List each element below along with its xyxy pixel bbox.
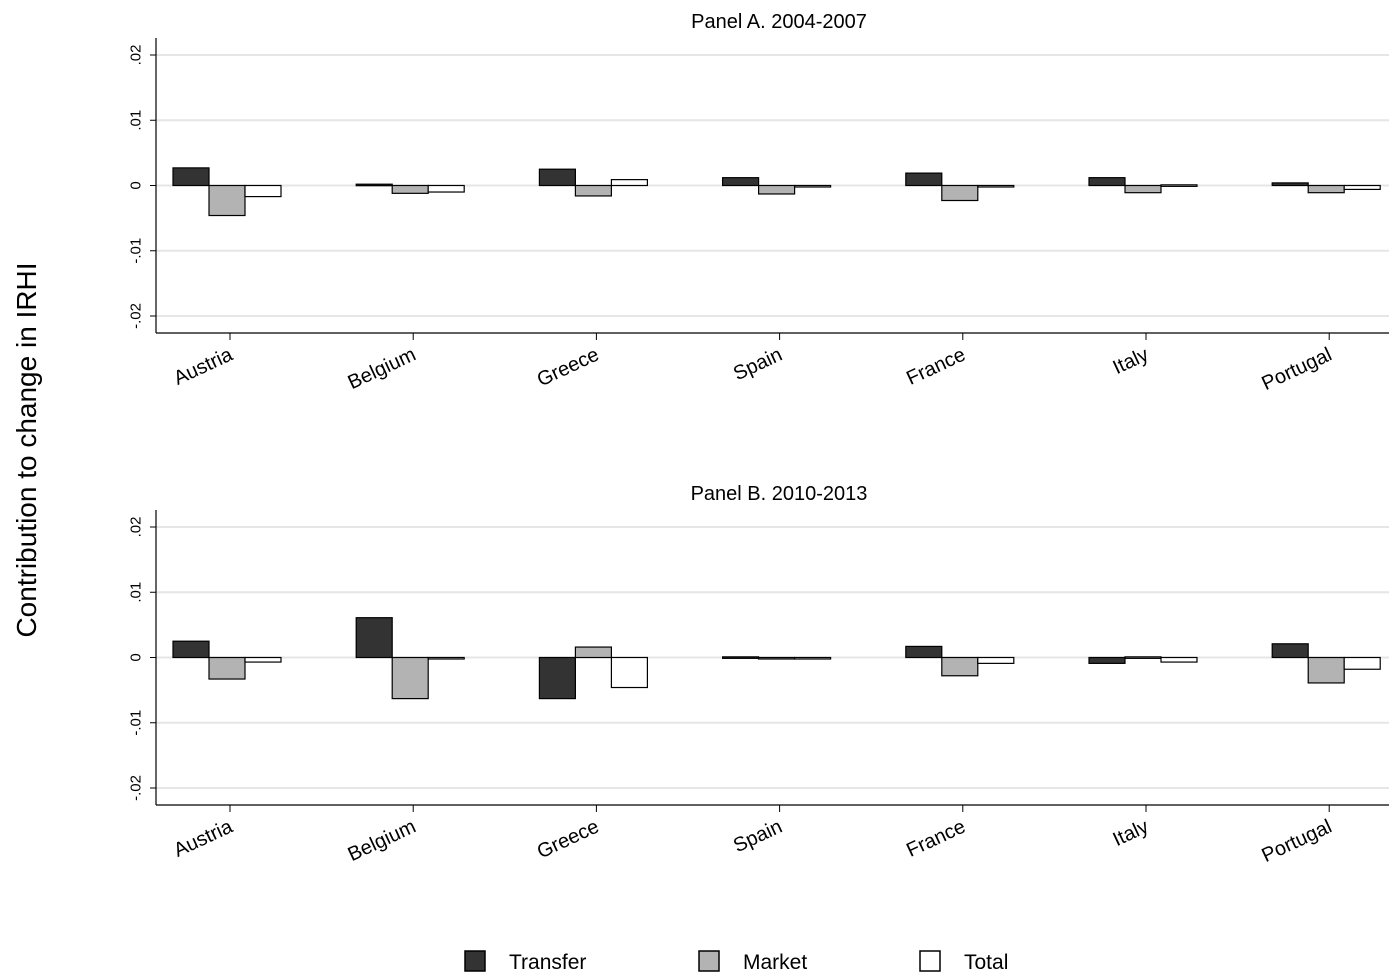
y-tick-label: -.01 [128, 710, 145, 736]
bar-market-austria [208, 656, 246, 680]
panel-a: Panel A. 2004-2007 -.02 -.01 0 .01 .02 Austria… [128, 11, 1389, 395]
bar-market-belgium [391, 656, 429, 700]
x-tick-label-austria: Austria [170, 815, 237, 862]
bar-total-italy [1160, 656, 1198, 663]
y-tick-label: -.01 [128, 238, 145, 264]
legend: Transfer Market Total [464, 950, 1008, 974]
bar-market-france [941, 656, 979, 677]
x-tick-label-italy: Italy [1110, 816, 1153, 851]
x-tick-label-spain: Spain [730, 816, 786, 858]
bar-market-greece [574, 184, 613, 197]
y-tick-label: 0 [128, 653, 145, 661]
bar-transfer-france [905, 645, 943, 659]
legend-swatch [464, 950, 486, 972]
x-tick-label-italy: Italy [1110, 344, 1153, 379]
bar-market-spain [757, 656, 796, 660]
panel-b: Panel B. 2010-2013 -.02 -.01 0 .01 .02 Austria… [128, 483, 1389, 867]
bar-transfer-spain [721, 656, 760, 659]
bar-transfer-portugal [1271, 182, 1309, 187]
bar-transfer-austria [172, 640, 210, 659]
bar-total-austria [244, 656, 282, 663]
bar-market-italy [1124, 656, 1162, 659]
y-tick-label: .01 [128, 110, 145, 131]
legend-item-total: Total [919, 950, 1008, 974]
bar-market-spain [757, 184, 796, 195]
bar-transfer-italy [1088, 177, 1126, 187]
legend-label: Transfer [509, 951, 586, 974]
bar-market-portugal [1307, 184, 1345, 194]
bar-total-france [977, 184, 1015, 188]
bar-market-austria [208, 184, 246, 217]
legend-label: Total [964, 951, 1008, 974]
bar-transfer-portugal [1271, 643, 1309, 659]
bar-transfer-france [905, 172, 943, 187]
bar-market-greece [574, 646, 613, 659]
x-tick-label-france: France [903, 344, 969, 390]
x-tick-label-belgium: Belgium [345, 816, 420, 866]
bar-total-belgium [427, 656, 465, 660]
legend-label: Market [743, 951, 807, 974]
y-tick-label: .02 [128, 517, 145, 538]
bar-total-portugal [1343, 656, 1381, 670]
panels: Panel A. 2004-2007 -.02 -.01 0 .01 .02 Austria… [128, 11, 1389, 867]
x-tick-label-belgium: Belgium [345, 344, 420, 394]
legend-item-market: Market [698, 950, 807, 974]
y-tick-label: .01 [128, 582, 145, 603]
bar-transfer-spain [721, 177, 760, 187]
x-tick-label-greece: Greece [534, 816, 603, 864]
panel-title: Panel A. 2004-2007 [691, 11, 867, 33]
bar-total-greece [610, 656, 649, 689]
y-tick-label: -.02 [128, 775, 145, 801]
bar-total-belgium [427, 184, 465, 193]
bar-total-france [977, 656, 1015, 664]
bar-market-italy [1124, 184, 1162, 194]
x-tick-label-austria: Austria [170, 343, 237, 390]
bar-total-italy [1160, 184, 1198, 187]
x-tick-label-france: France [903, 816, 969, 862]
bar-transfer-italy [1088, 656, 1126, 664]
bar-transfer-belgium [355, 617, 393, 659]
bar-transfer-austria [172, 167, 210, 187]
bar-total-spain [793, 656, 832, 660]
bar-transfer-greece [538, 656, 577, 700]
y-axis-label: Contribution to change in IRHI [11, 262, 42, 637]
legend-item-transfer: Transfer [464, 950, 586, 974]
y-tick-label: .02 [128, 45, 145, 66]
y-tick-label: 0 [128, 181, 145, 189]
bar-transfer-belgium [355, 183, 393, 187]
bar-market-belgium [391, 184, 429, 194]
bar-total-austria [244, 184, 282, 198]
y-tick-label: -.02 [128, 303, 145, 329]
x-tick-label-portugal: Portugal [1258, 344, 1335, 395]
x-tick-label-greece: Greece [534, 344, 603, 392]
bar-market-france [941, 184, 979, 202]
legend-swatch [919, 950, 941, 972]
legend-swatch [698, 950, 720, 972]
bar-total-greece [610, 179, 649, 187]
bar-transfer-greece [538, 168, 577, 187]
bar-total-portugal [1343, 184, 1381, 191]
x-tick-label-spain: Spain [730, 344, 786, 386]
bar-market-portugal [1307, 656, 1345, 684]
x-tick-label-portugal: Portugal [1258, 816, 1335, 867]
panel-title: Panel B. 2010-2013 [691, 483, 868, 505]
bar-total-spain [793, 184, 832, 188]
